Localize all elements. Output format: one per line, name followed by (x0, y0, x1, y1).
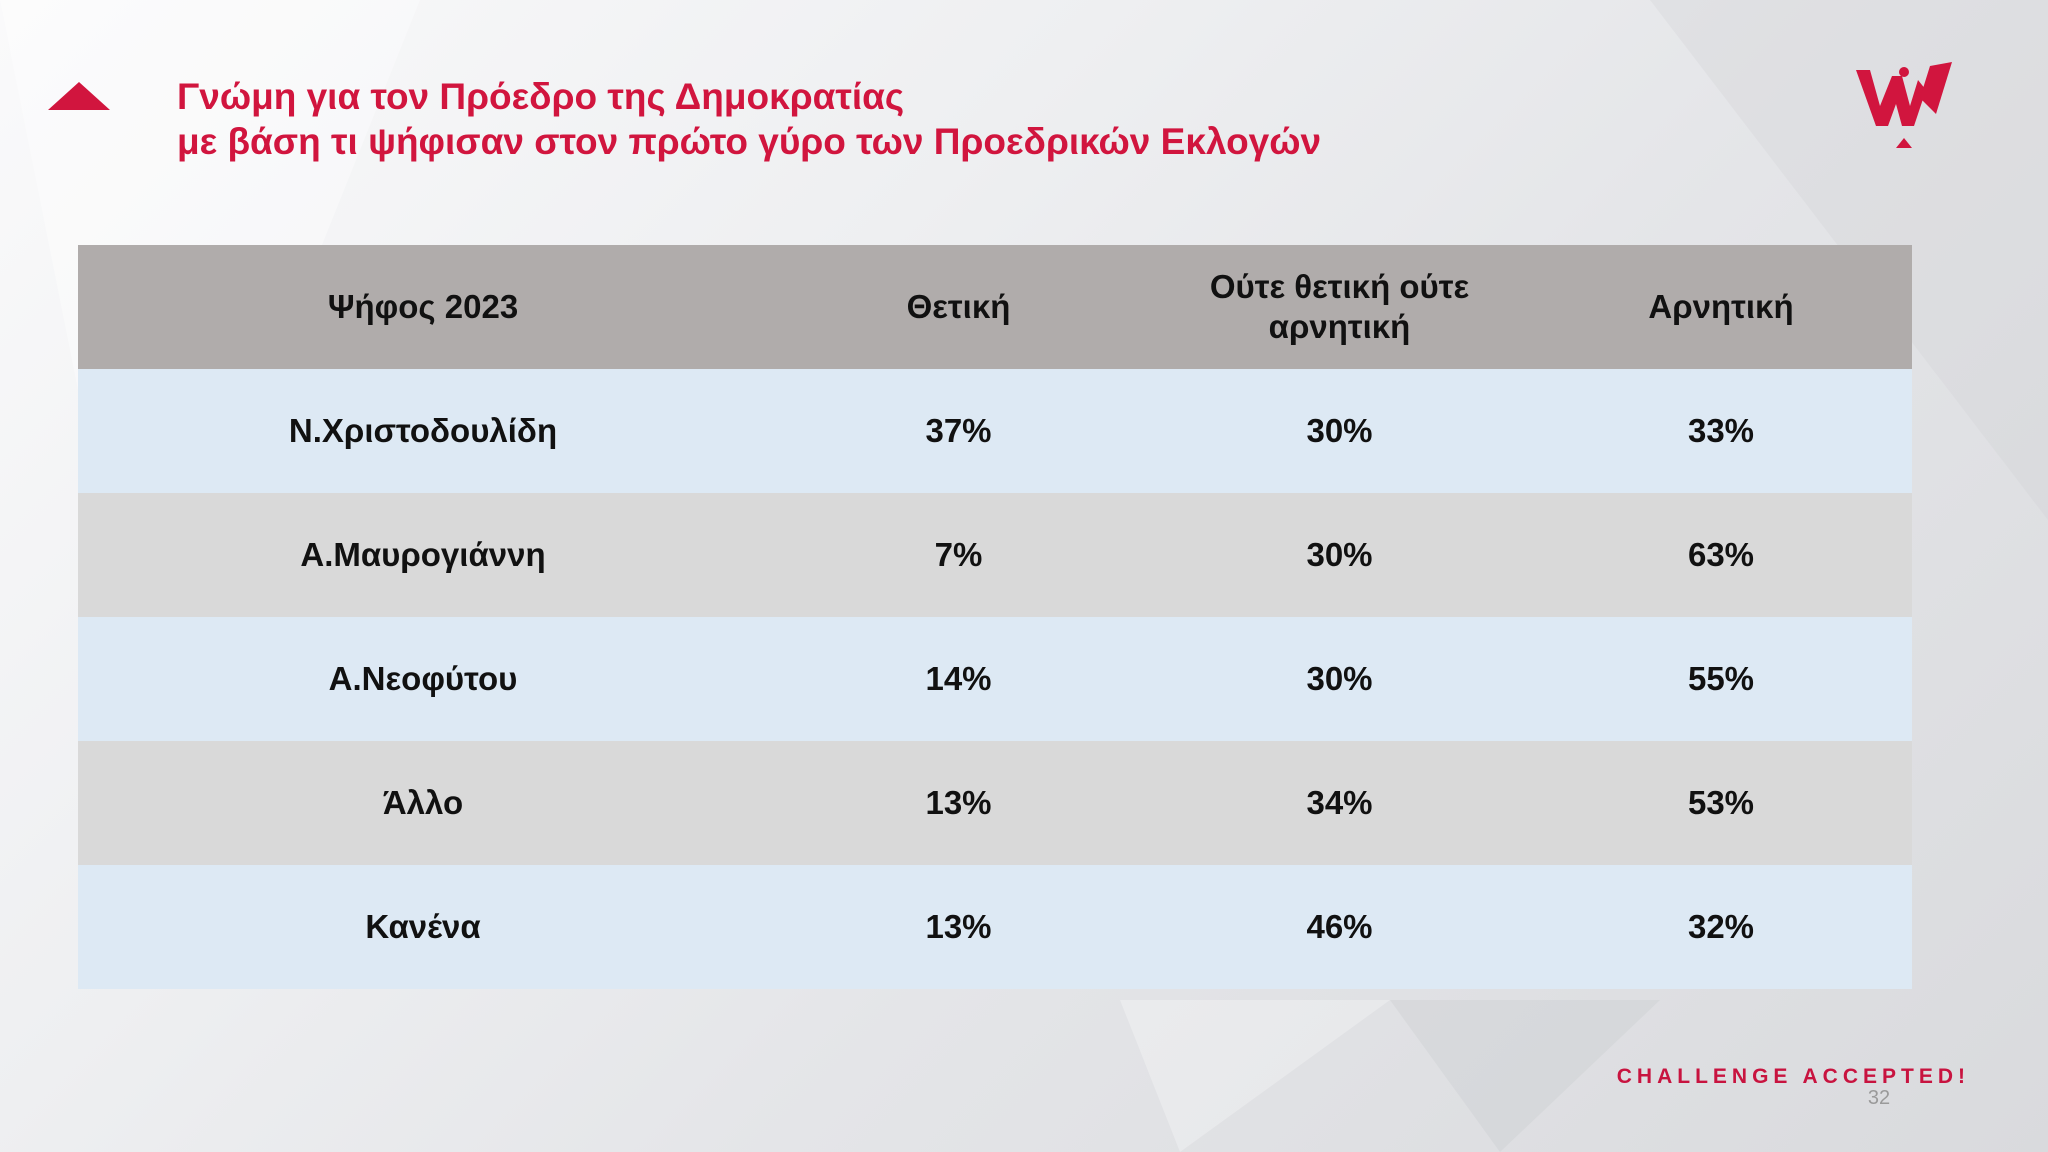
brand-tagline: CHALLENGE ACCEPTED! (1616, 1065, 1970, 1088)
negative-value: 33% (1687, 412, 1755, 449)
negative-value: 55% (1687, 660, 1755, 697)
row-label: Ν.Χριστοδουλίδη (288, 412, 558, 449)
table-header-row: Ψήφος 2023 Θετική Ούτε θετική ούτε αρνητ… (78, 245, 1912, 369)
neutral-value: 34% (1306, 784, 1373, 821)
header-positive: Θετική (906, 288, 1011, 325)
neutral-value: 30% (1306, 660, 1373, 697)
table-row: Άλλο 13% 34% 53% (78, 741, 1912, 865)
slide-title-line-1: Γνώμη για τον Πρόεδρο της Δημοκρατίας (177, 76, 905, 117)
negative-value: 32% (1687, 908, 1755, 945)
header-neutral: Ούτε θετική ούτε αρνητική (1209, 268, 1470, 345)
table-row: Κανένα 13% 46% 32% (78, 865, 1912, 989)
negative-value: 63% (1687, 536, 1755, 573)
row-label: Α.Νεοφύτου (328, 660, 518, 697)
row-label: Άλλο (382, 784, 464, 821)
opinion-table: Ψήφος 2023 Θετική Ούτε θετική ούτε αρνητ… (78, 245, 1912, 989)
row-label: Α.Μαυρογιάννη (300, 536, 546, 573)
page-number: 32 (1867, 1087, 1891, 1109)
positive-value: 13% (925, 784, 992, 821)
table-row: Ν.Χριστοδουλίδη 37% 30% 33% (78, 369, 1912, 493)
header-negative: Αρνητική (1648, 288, 1794, 325)
positive-value: 13% (925, 908, 992, 945)
positive-value: 14% (925, 660, 992, 697)
table-row: Α.Νεοφύτου 14% 30% 55% (78, 617, 1912, 741)
neutral-value: 46% (1306, 908, 1373, 945)
slide-title-line-2: με βάση τι ψήφισαν στον πρώτο γύρο των Π… (177, 121, 1322, 162)
row-label: Κανένα (365, 908, 481, 945)
slide-title: Γνώμη για τον Πρόεδρο της Δημοκρατίας με… (177, 74, 1321, 164)
positive-value: 7% (934, 536, 983, 573)
w-crown-logo-icon (1856, 62, 1952, 148)
red-triangle-icon (48, 82, 110, 110)
negative-value: 53% (1687, 784, 1755, 821)
neutral-value: 30% (1306, 412, 1373, 449)
positive-value: 37% (925, 412, 992, 449)
header-vote-2023: Ψήφος 2023 (327, 288, 519, 325)
neutral-value: 30% (1306, 536, 1373, 573)
table-row: Α.Μαυρογιάννη 7% 30% 63% (78, 493, 1912, 617)
